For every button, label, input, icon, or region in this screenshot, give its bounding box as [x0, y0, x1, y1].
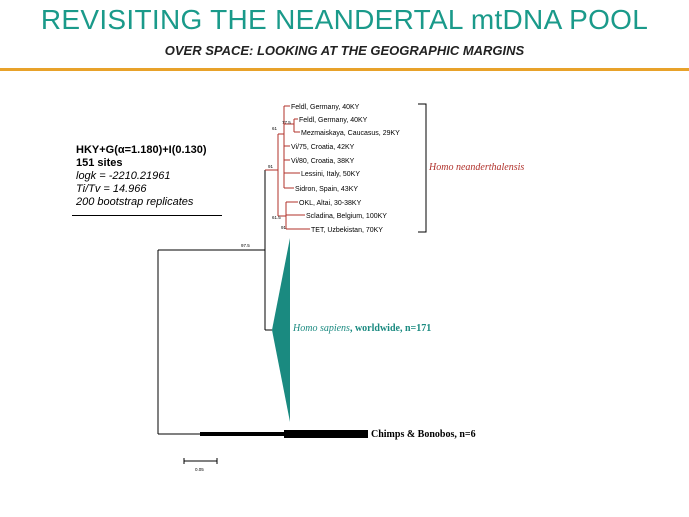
slide-subtitle: OVER SPACE: LOOKING AT THE GEOGRAPHIC MA…: [164, 43, 525, 58]
bootstrap-value: 97.5: [241, 243, 250, 248]
chimps-group-label: Chimps & Bonobos, n=6: [371, 429, 476, 440]
model-formula: HKY+G(α=1.180)+I(0.130): [76, 144, 207, 156]
sapiens-sample-info: , worldwide, n=171: [350, 323, 431, 334]
chimps-branch: [200, 430, 368, 438]
leaf-label: Feldl, Germany, 40KY: [291, 104, 360, 111]
bootstrap-value: 61.5: [272, 215, 281, 220]
sapiens-species-name: Homo sapiens: [292, 323, 350, 334]
leaf-label: Scladina, Belgium, 100KY: [306, 213, 387, 220]
neanderthal-group-label: Homo neanderthalensis: [428, 162, 524, 173]
bootstrap-value: 91: [268, 164, 274, 169]
neanderthal-bracket: [418, 103, 427, 233]
model-titv: Ti/Tv = 14.966: [76, 183, 147, 195]
leaf-label: Lessini, Italy, 50KY: [301, 171, 360, 178]
title-divider: [0, 68, 689, 71]
tree-backbone: [157, 170, 272, 435]
leaf-label: Sidron, Spain, 43KY: [295, 186, 358, 193]
model-underline: [72, 215, 222, 216]
sapiens-group-label: Homo sapiens, worldwide, n=171: [292, 323, 431, 334]
bootstrap-value: 61: [272, 126, 278, 131]
model-parameters: HKY+G(α=1.180)+I(0.130) 151 sites logk =…: [76, 144, 207, 209]
slide-title: REVISITING THE NEANDERTAL mtDNA POOL: [40, 4, 649, 35]
leaf-label: Mezmaiskaya, Caucasus, 29KY: [301, 130, 400, 137]
leaf-label: OKL, Altai, 30-38KY: [299, 200, 362, 207]
leaf-label: Vi/75, Croatia, 42KY: [291, 144, 355, 151]
sapiens-clade-triangle: [272, 238, 290, 422]
scale-bar: [183, 458, 218, 464]
leaf-label: Feldl, Germany, 40KY: [299, 117, 368, 124]
model-bootstrap: 200 bootstrap replicates: [76, 196, 194, 208]
bootstrap-value: 77.5: [282, 120, 291, 125]
bootstrap-value: 91: [281, 225, 287, 230]
scale-bar-label: 0.05: [195, 467, 204, 472]
model-sites: 151 sites: [76, 157, 123, 169]
leaf-label: Vi/80, Croatia, 38KY: [291, 158, 355, 165]
leaf-label: TET, Uzbekistan, 70KY: [311, 227, 383, 234]
neanderthal-clade: [265, 105, 310, 230]
model-loglik: logk = -2210.21961: [76, 170, 171, 182]
